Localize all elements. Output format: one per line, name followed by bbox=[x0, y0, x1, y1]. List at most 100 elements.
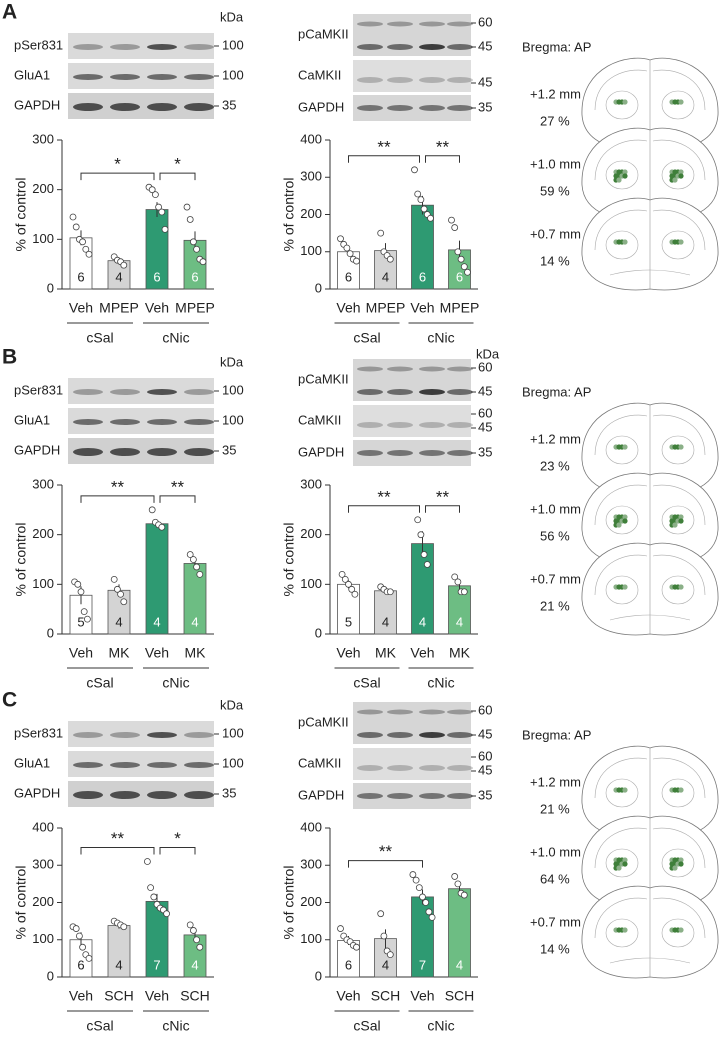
blot-band bbox=[357, 105, 383, 111]
data-point bbox=[143, 858, 151, 865]
blot-band bbox=[387, 732, 413, 738]
n-label: 6 bbox=[77, 269, 84, 284]
data-point bbox=[148, 506, 156, 514]
blot-band bbox=[184, 762, 214, 768]
y-tick-label: 100 bbox=[32, 931, 54, 946]
y-axis-title: % of control bbox=[13, 866, 29, 940]
y-tick-label: 200 bbox=[32, 526, 54, 541]
site-dot bbox=[678, 169, 684, 175]
data-point bbox=[348, 585, 356, 593]
blot-band bbox=[110, 762, 140, 768]
kda-marker: 35 bbox=[478, 99, 492, 114]
blot bbox=[68, 378, 214, 404]
kda-marker: 45 bbox=[478, 762, 492, 777]
site-dot bbox=[672, 522, 678, 528]
data-point bbox=[451, 573, 459, 581]
y-tick-label: 100 bbox=[32, 231, 54, 246]
significance-label: * bbox=[114, 155, 121, 174]
x-tick-label: SCH bbox=[371, 988, 401, 1004]
data-point bbox=[419, 893, 426, 901]
data-point bbox=[193, 936, 201, 944]
significance-label: ** bbox=[377, 487, 391, 506]
blot-label: GluA1 bbox=[14, 67, 50, 82]
brain-section bbox=[581, 197, 719, 291]
panel-letter: A bbox=[2, 1, 17, 24]
data-point bbox=[345, 580, 352, 588]
data-point bbox=[79, 943, 86, 951]
ap-level: +1.2 mm bbox=[530, 431, 581, 446]
blot-band bbox=[184, 74, 214, 80]
blot-label: pSer831 bbox=[14, 37, 63, 52]
y-tick-label: 0 bbox=[315, 280, 322, 295]
data-point bbox=[422, 899, 430, 906]
data-point bbox=[85, 250, 93, 258]
n-label: 6 bbox=[345, 957, 352, 972]
ap-percent: 14 % bbox=[540, 941, 570, 956]
x-tick-label: Veh bbox=[145, 300, 169, 316]
group-label: cSal bbox=[86, 1018, 113, 1034]
data-point bbox=[151, 191, 159, 199]
blot-band bbox=[147, 732, 177, 738]
blot-band bbox=[387, 105, 413, 111]
cortex-line bbox=[594, 827, 706, 869]
blot-band bbox=[447, 77, 473, 83]
significance-bracket bbox=[425, 505, 460, 513]
blot-label: pCaMKII bbox=[298, 714, 349, 729]
blot-label: pCaMKII bbox=[298, 26, 349, 41]
cortex-line bbox=[594, 897, 706, 939]
striatum bbox=[661, 918, 695, 948]
blot-band bbox=[419, 765, 445, 771]
blot-band bbox=[110, 419, 140, 425]
ap-percent: 59 % bbox=[540, 183, 570, 198]
y-axis-title: % of control bbox=[281, 866, 297, 940]
data-point bbox=[428, 914, 436, 921]
data-point bbox=[186, 216, 194, 223]
n-label: 6 bbox=[456, 269, 463, 284]
blot-band bbox=[387, 422, 413, 428]
cortex-line bbox=[594, 139, 706, 181]
blot-band bbox=[387, 77, 413, 83]
blot bbox=[353, 60, 471, 92]
blot-band bbox=[357, 389, 383, 395]
blot-band bbox=[357, 77, 383, 83]
brain-title: Bregma: AP bbox=[522, 727, 591, 742]
x-tick-label: Veh bbox=[410, 645, 434, 661]
y-tick-label: 0 bbox=[47, 968, 54, 983]
blot-band bbox=[73, 791, 103, 799]
y-axis-title: % of control bbox=[281, 523, 297, 597]
data-point bbox=[460, 891, 468, 899]
ap-level: +1.2 mm bbox=[530, 86, 581, 101]
n-label: 4 bbox=[191, 957, 198, 972]
kda-marker: 45 bbox=[478, 419, 492, 434]
data-point bbox=[414, 190, 422, 198]
blot-band bbox=[357, 709, 383, 715]
data-point bbox=[451, 873, 459, 880]
y-axis-title: % of control bbox=[13, 523, 29, 597]
y-tick-label: 0 bbox=[47, 280, 54, 295]
ap-level: +1.2 mm bbox=[530, 774, 581, 789]
significance-label: ** bbox=[111, 477, 125, 496]
striatum bbox=[661, 575, 695, 605]
blot-band bbox=[147, 103, 177, 111]
blot-band bbox=[73, 448, 103, 456]
blot-band bbox=[419, 44, 445, 50]
blot-band bbox=[184, 103, 214, 111]
kda-label: kDa bbox=[476, 346, 500, 361]
n-label: 4 bbox=[115, 269, 122, 284]
n-label: 6 bbox=[153, 269, 160, 284]
significance-label: ** bbox=[436, 487, 450, 506]
group-label: cNic bbox=[427, 1018, 454, 1034]
blot-label: GAPDH bbox=[298, 99, 344, 114]
kda-marker: 35 bbox=[478, 787, 492, 802]
site-dot bbox=[616, 865, 622, 871]
data-point bbox=[69, 213, 77, 221]
y-axis-title: % of control bbox=[13, 178, 29, 252]
data-point bbox=[423, 561, 431, 568]
blot-band bbox=[387, 366, 413, 372]
data-point bbox=[77, 588, 85, 596]
significance-label: ** bbox=[111, 829, 125, 848]
blot bbox=[353, 405, 471, 437]
data-point bbox=[84, 615, 91, 623]
data-point bbox=[193, 563, 201, 571]
n-label: 6 bbox=[77, 957, 84, 972]
